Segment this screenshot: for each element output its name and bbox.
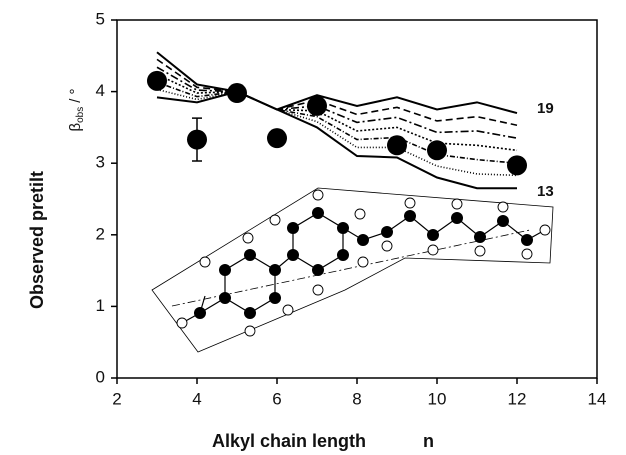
x-axis-label: Alkyl chain length bbox=[212, 431, 366, 451]
y-symbol: β bbox=[67, 123, 84, 132]
data-point bbox=[307, 95, 327, 116]
x-tick-label: 8 bbox=[352, 389, 361, 408]
y-tick-label: 3 bbox=[96, 153, 105, 172]
y-tick-label: 0 bbox=[96, 367, 105, 386]
plot-frame bbox=[116, 19, 598, 379]
x-tick-label: 12 bbox=[508, 389, 527, 408]
x-tick-label: 6 bbox=[272, 389, 281, 408]
series-line bbox=[156, 73, 518, 152]
y-tick-label: 2 bbox=[96, 224, 105, 243]
x-axis-variable: n bbox=[423, 431, 434, 451]
series-label: 19 bbox=[537, 100, 554, 117]
y-axis-label: Observed pretilt bbox=[27, 171, 47, 309]
y-tick-label: 1 bbox=[96, 296, 105, 315]
y-tick-label: 4 bbox=[96, 81, 105, 100]
series-line bbox=[156, 66, 518, 139]
data-point bbox=[267, 128, 287, 149]
series-line bbox=[156, 51, 518, 115]
y-unit: / ° bbox=[67, 88, 84, 102]
series-label: 13 bbox=[537, 183, 554, 200]
data-point bbox=[227, 83, 247, 104]
series-line bbox=[156, 58, 518, 127]
series-line bbox=[156, 90, 517, 190]
x-tick-label: 10 bbox=[428, 389, 447, 408]
data-point bbox=[187, 129, 207, 150]
x-tick-label: 2 bbox=[112, 389, 121, 408]
series-line bbox=[156, 88, 518, 177]
y-axis-symbol: βobs / ° bbox=[67, 88, 86, 131]
series-line bbox=[156, 81, 518, 164]
x-tick-label: 14 bbox=[588, 389, 607, 408]
data-point bbox=[507, 155, 527, 176]
data-point bbox=[147, 70, 167, 91]
data-point bbox=[387, 135, 407, 156]
data-point bbox=[427, 140, 447, 161]
x-tick-label: 4 bbox=[192, 389, 201, 408]
y-tick-label: 5 bbox=[96, 9, 105, 28]
molecule-inset bbox=[151, 187, 554, 353]
y-subscript: obs bbox=[75, 107, 86, 123]
